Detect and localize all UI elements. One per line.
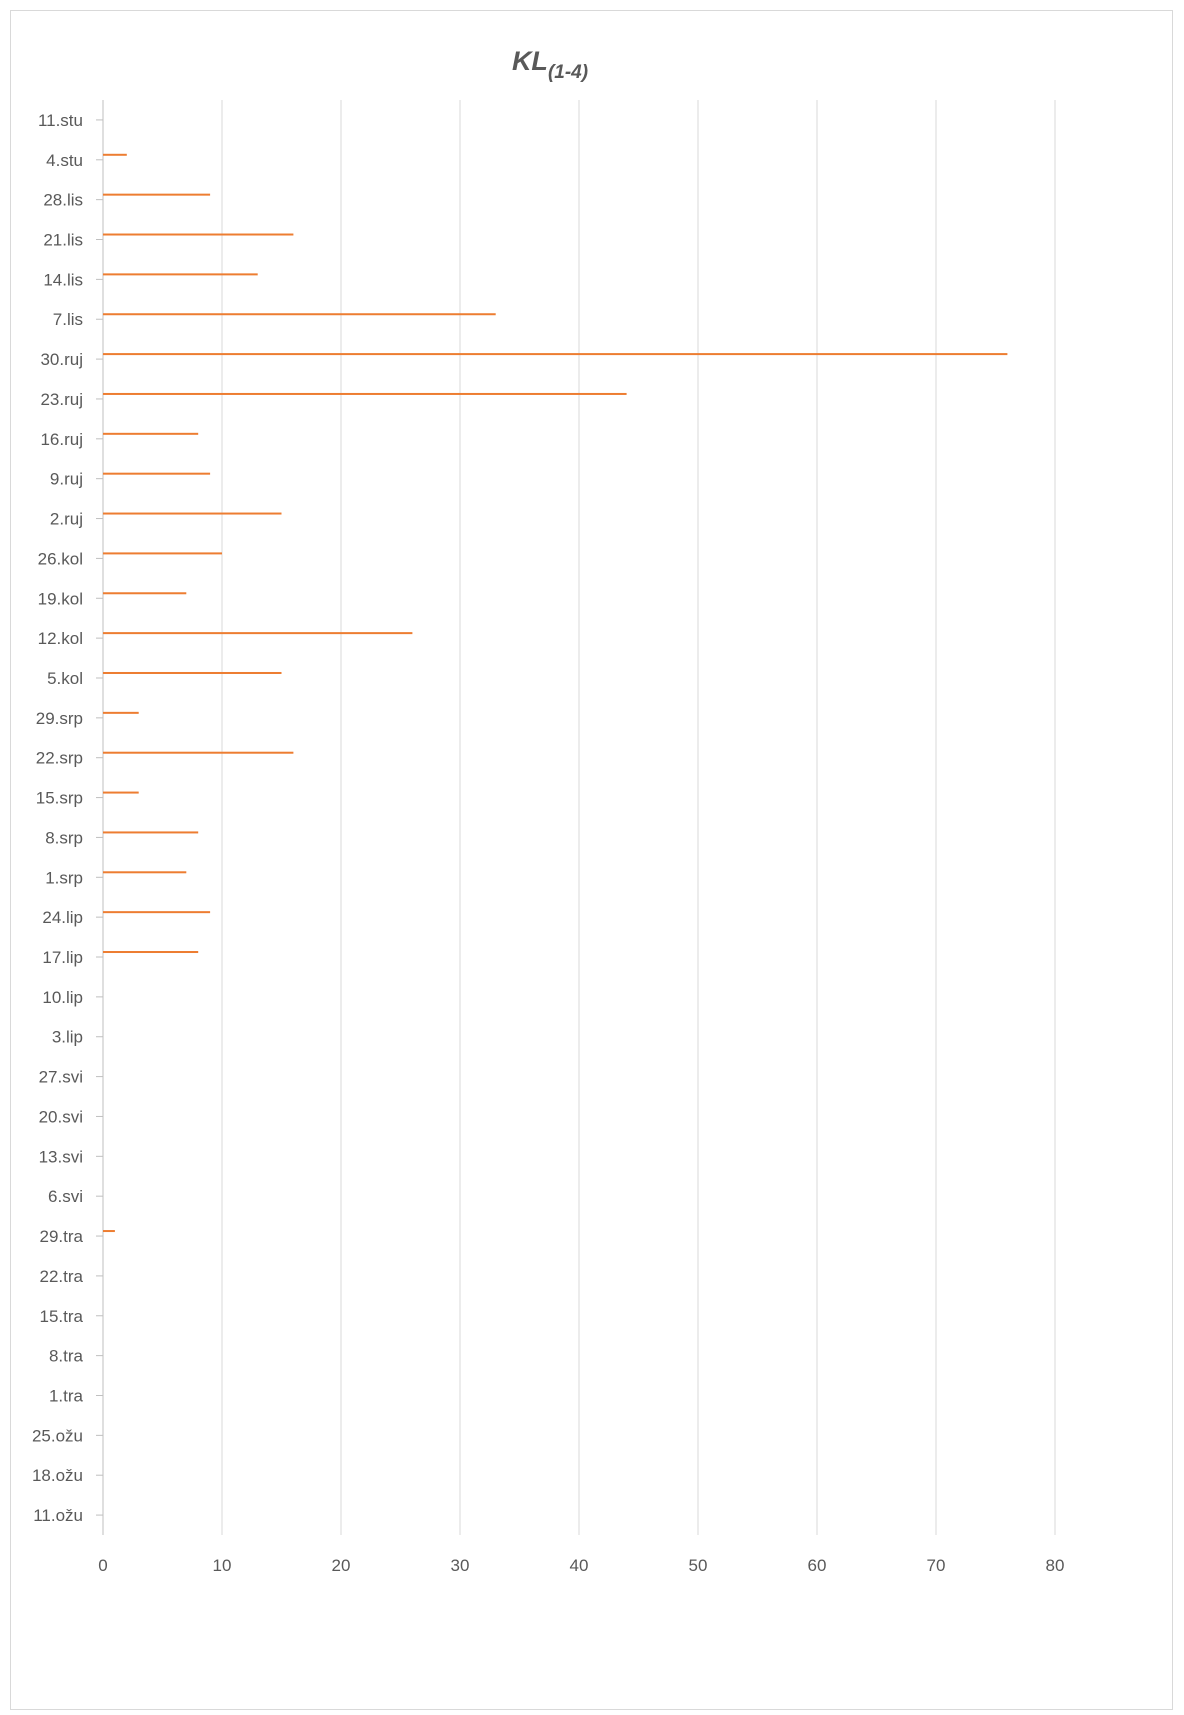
x-tick-label: 20 <box>332 1556 351 1575</box>
y-tick-label: 19.kol <box>38 589 83 608</box>
y-tick-label: 4.stu <box>46 151 83 170</box>
y-tick-label: 1.srp <box>45 868 83 887</box>
y-tick-label: 13.svi <box>39 1147 83 1166</box>
y-tick-label: 9.ruj <box>50 470 83 489</box>
y-tick-label: 22.srp <box>36 749 83 768</box>
bar <box>103 751 294 754</box>
bar <box>103 472 211 475</box>
y-tick-label: 8.tra <box>49 1347 84 1366</box>
chart-frame <box>10 10 1173 1710</box>
bar <box>103 273 258 276</box>
bar <box>103 951 199 954</box>
bar <box>103 233 294 236</box>
x-tick-label: 0 <box>98 1556 107 1575</box>
y-tick-label: 3.lip <box>52 1028 83 1047</box>
bar <box>103 871 187 874</box>
y-tick-label: 1.tra <box>49 1386 84 1405</box>
y-tick-label: 25.ožu <box>32 1426 83 1445</box>
y-tick-label: 22.tra <box>40 1267 84 1286</box>
y-axis <box>96 100 104 1535</box>
y-tick-label: 23.ruj <box>40 390 83 409</box>
y-tick-label: 11.ožu <box>33 1506 83 1525</box>
x-tick-label: 10 <box>213 1556 232 1575</box>
y-tick-label: 26.kol <box>38 549 83 568</box>
y-tick-label: 30.ruj <box>40 350 83 369</box>
bar <box>103 632 413 635</box>
bar <box>103 392 627 395</box>
bars <box>103 153 1008 1233</box>
y-tick-label: 15.tra <box>40 1307 84 1326</box>
y-tick-label: 15.srp <box>36 789 83 808</box>
y-tick-label: 10.lip <box>42 988 83 1007</box>
chart-title-subscript: (1-4) <box>548 62 588 83</box>
y-tick-label: 28.lis <box>43 191 83 210</box>
bar <box>103 193 211 196</box>
bar <box>103 1230 115 1233</box>
y-tick-label: 24.lip <box>42 908 83 927</box>
bar <box>103 153 127 156</box>
y-tick-label: 2.ruj <box>50 510 83 529</box>
y-tick-label: 27.svi <box>39 1068 83 1087</box>
bar <box>103 831 199 834</box>
x-tick-labels: 0 10 20 30 40 50 60 70 80 <box>98 1556 1064 1575</box>
bar <box>103 711 139 714</box>
bar <box>103 592 187 595</box>
x-tick-label: 70 <box>927 1556 946 1575</box>
y-tick-label: 8.srp <box>45 828 83 847</box>
bar <box>103 432 199 435</box>
y-tick-label: 21.lis <box>43 231 83 250</box>
gridlines <box>221 100 1056 1535</box>
bar <box>103 353 1008 356</box>
bar <box>103 911 211 914</box>
bar <box>103 313 496 316</box>
x-tick-label: 40 <box>570 1556 589 1575</box>
y-tick-label: 12.kol <box>38 629 83 648</box>
bar <box>103 552 222 555</box>
bar <box>103 791 139 794</box>
y-tick-label: 17.lip <box>42 948 83 967</box>
y-tick-label: 6.svi <box>48 1187 83 1206</box>
y-tick-labels: 11.ožu 18.ožu 25.ožu 1.tra 8.tra 15.tra 22.tra… <box>32 111 84 1525</box>
y-tick-label: 29.srp <box>36 709 83 728</box>
bar <box>103 512 282 515</box>
y-tick-label: 11.stu <box>38 111 83 130</box>
y-tick-label: 7.lis <box>53 310 83 329</box>
x-tick-label: 60 <box>808 1556 827 1575</box>
chart-title-main: KL <box>512 46 548 76</box>
y-tick-label: 5.kol <box>47 669 83 688</box>
chart-title: KL(1-4) <box>512 46 588 83</box>
x-tick-label: 50 <box>689 1556 708 1575</box>
x-tick-label: 80 <box>1046 1556 1065 1575</box>
y-tick-label: 20.svi <box>39 1107 83 1126</box>
y-tick-label: 14.lis <box>43 270 83 289</box>
y-tick-label: 29.tra <box>40 1227 84 1246</box>
y-tick-label: 18.ožu <box>32 1466 83 1485</box>
bar <box>103 671 282 674</box>
y-tick-label: 16.ruj <box>40 430 83 449</box>
x-tick-label: 30 <box>451 1556 470 1575</box>
